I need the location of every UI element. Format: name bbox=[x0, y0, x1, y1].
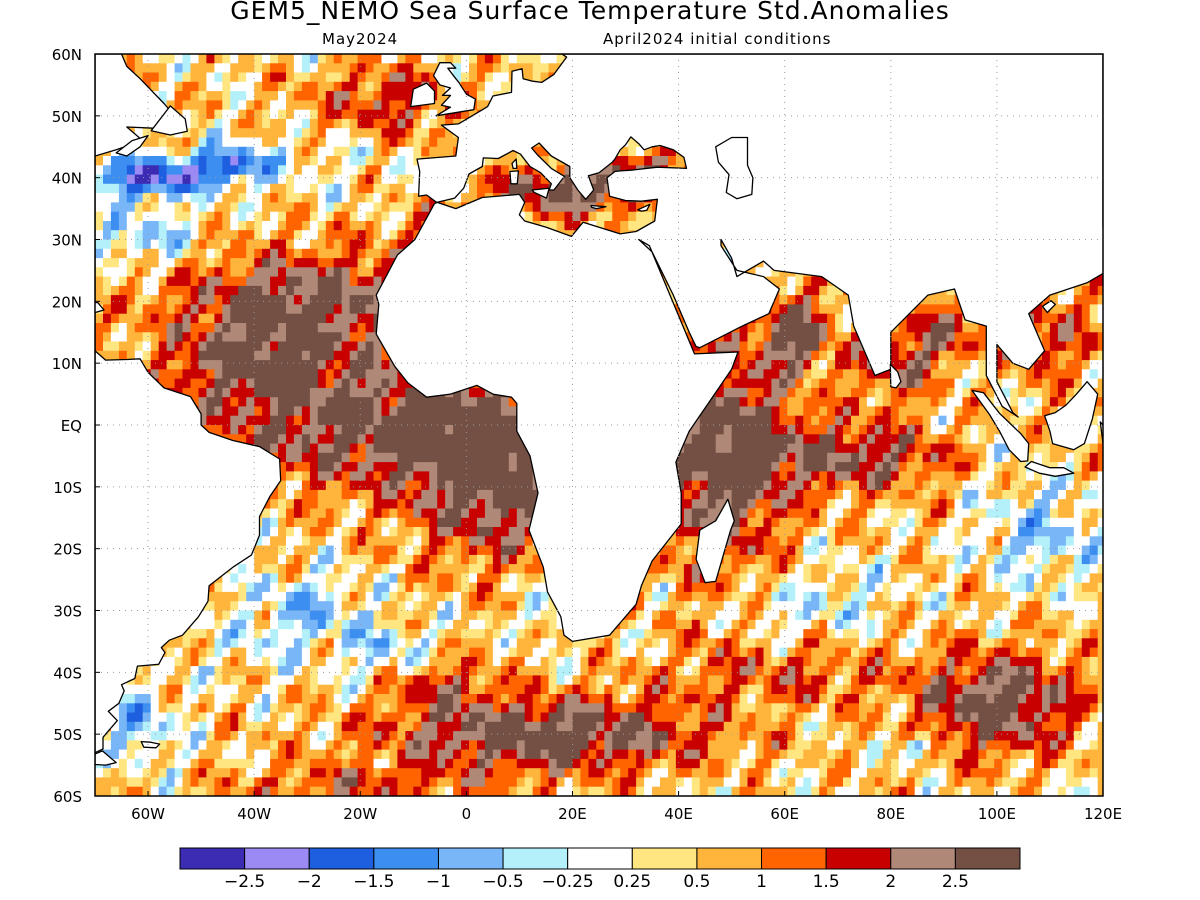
land-java bbox=[1024, 460, 1075, 477]
lat-tick-label: 20S bbox=[53, 541, 82, 559]
lat-tick-label: 20N bbox=[52, 293, 82, 311]
colorbar-level-label: 0.5 bbox=[683, 872, 711, 892]
colorbar-level-label: 2.5 bbox=[941, 872, 969, 892]
colorbar-level-label: 0.25 bbox=[613, 872, 652, 892]
land-sri-lanka bbox=[889, 363, 902, 389]
colorbar-swatch bbox=[890, 847, 956, 870]
land-africa-eurasia bbox=[370, 54, 1103, 643]
colorbar-swatch bbox=[631, 847, 698, 870]
land-iceland bbox=[339, 14, 392, 33]
land-sardinia bbox=[509, 170, 520, 185]
longitude-axis: 60W 40W 20W 0 20E 40E 60E 80E 100E 120E bbox=[131, 791, 1122, 823]
chart-title: GEM5_NEMO Sea Surface Temperature Std.An… bbox=[230, 0, 950, 25]
land-luzon bbox=[1102, 322, 1103, 330]
land-hispaniola bbox=[95, 301, 105, 314]
lon-tick-label: 0 bbox=[462, 805, 472, 823]
lon-tick-label: 60W bbox=[131, 805, 165, 823]
land-sicily bbox=[531, 187, 550, 199]
land-borneo bbox=[1043, 381, 1099, 451]
colorbar-swatch bbox=[308, 847, 375, 870]
colorbar-swatch bbox=[825, 847, 892, 870]
colorbar-swatch bbox=[696, 847, 763, 870]
lon-tick-label: 40E bbox=[664, 805, 693, 823]
lat-tick-label: 60N bbox=[52, 46, 82, 64]
land-tierra-del-fuego bbox=[95, 750, 117, 766]
lon-tick-label: 80E bbox=[877, 805, 906, 823]
colorbar-swatch bbox=[244, 847, 310, 870]
colorbar-swatch bbox=[954, 847, 1021, 870]
land-madagascar bbox=[695, 498, 735, 584]
lat-tick-label: 40N bbox=[52, 170, 82, 188]
land-corsica bbox=[511, 158, 518, 170]
land-america bbox=[95, 54, 170, 352]
colorbar-level-label: −0.25 bbox=[541, 872, 594, 892]
land-crete bbox=[590, 204, 607, 210]
land-south-america bbox=[95, 350, 282, 754]
land-ireland bbox=[410, 82, 436, 108]
lon-tick-label: 20E bbox=[558, 805, 587, 823]
lat-tick-label: 40S bbox=[53, 664, 82, 682]
colorbar-swatch bbox=[437, 847, 504, 870]
colorbar-level-label: −2 bbox=[296, 872, 322, 892]
colorbar-swatch bbox=[179, 847, 246, 870]
colorbar-swatch bbox=[567, 847, 633, 870]
land-taiwan bbox=[1102, 282, 1103, 284]
land-sumatra bbox=[971, 389, 1030, 463]
lon-tick-label: 100E bbox=[978, 805, 1016, 823]
graticule bbox=[95, 54, 1103, 796]
land-great-britain bbox=[432, 62, 477, 117]
colorbar bbox=[179, 847, 1021, 870]
land-hainan bbox=[1041, 300, 1056, 314]
colorbar-level-label: −0.5 bbox=[482, 872, 524, 892]
lat-tick-label: 50S bbox=[53, 726, 82, 744]
land-cyprus bbox=[637, 203, 651, 212]
latitude-axis: 60N 50N 40N 30N 20N 10N EQ 10S 20S 30S 40S 50S 60S bbox=[52, 46, 100, 806]
land-nova-scotia bbox=[115, 134, 149, 157]
forecast-month: May2024 bbox=[322, 30, 399, 48]
lon-tick-label: 60E bbox=[770, 805, 799, 823]
colorbar-swatch bbox=[502, 847, 569, 870]
lat-tick-label: 30N bbox=[52, 232, 82, 250]
lat-tick-label: 10N bbox=[52, 355, 82, 373]
colorbar-swatch bbox=[761, 847, 827, 870]
colorbar-level-label: −1.5 bbox=[353, 872, 395, 892]
lon-tick-label: 20W bbox=[343, 805, 377, 823]
colorbar-level-label: 1.5 bbox=[812, 872, 840, 892]
initial-conditions-label: April2024 initial conditions bbox=[603, 30, 832, 48]
lat-tick-label: 10S bbox=[53, 479, 82, 497]
colorbar-swatch bbox=[373, 847, 439, 870]
lat-tick-label: 60S bbox=[53, 788, 82, 806]
lat-tick-label: 30S bbox=[53, 603, 82, 621]
colorbar-level-label: −2.5 bbox=[223, 872, 266, 892]
colorbar-level-label: 2 bbox=[885, 872, 897, 892]
colorbar-level-label: 1 bbox=[756, 872, 767, 892]
lon-tick-label: 40W bbox=[237, 805, 271, 823]
lat-tick-label: 50N bbox=[52, 108, 82, 126]
land-newfoundland bbox=[150, 105, 188, 136]
lon-tick-label: 120E bbox=[1084, 805, 1122, 823]
land-mask bbox=[95, 14, 1103, 766]
land-falklands bbox=[140, 740, 161, 749]
lat-tick-label: EQ bbox=[61, 417, 82, 435]
land-caspian bbox=[715, 136, 754, 200]
colorbar-level-label: −1 bbox=[425, 872, 451, 892]
